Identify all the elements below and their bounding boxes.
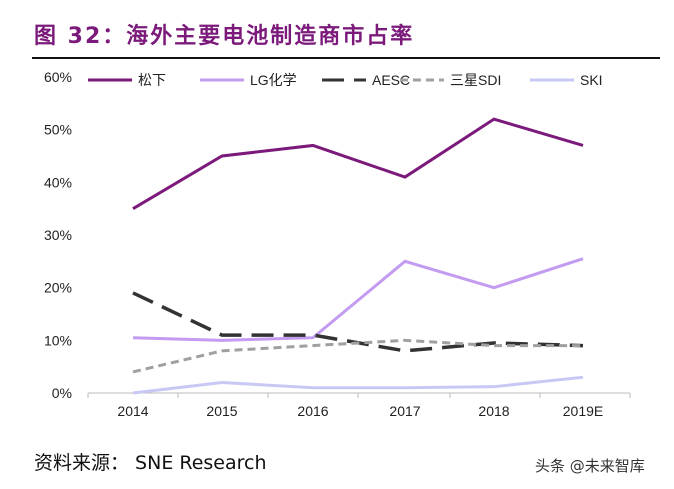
- y-tick-label: 60%: [44, 69, 72, 85]
- line-chart: 0% 10% 20% 30% 40% 50% 60% 2014 2015 2016 2017 2018…: [44, 69, 631, 419]
- legend-label: 三星SDI: [450, 72, 501, 88]
- x-tick-label: 2014: [117, 403, 148, 419]
- source-note: 资料来源： SNE Research: [34, 452, 267, 474]
- figure-title: 图 32：海外主要电池制造商市占率: [34, 24, 415, 49]
- x-tick-label: 2018: [478, 403, 509, 419]
- x-tick-label: 2017: [389, 403, 420, 419]
- x-tick-label: 2016: [297, 403, 328, 419]
- legend-label: AESC: [372, 72, 410, 88]
- y-tick-label: 30%: [44, 227, 72, 243]
- series-line-3: [132, 338, 583, 374]
- title-divider: [32, 57, 660, 59]
- x-tick-label: 2019E: [563, 403, 603, 419]
- y-tick-label: 20%: [44, 280, 72, 296]
- series-line-4: [132, 375, 584, 395]
- x-tick-label: 2015: [206, 403, 237, 419]
- legend-label: SKI: [580, 72, 603, 88]
- y-tick-label: 50%: [44, 122, 72, 138]
- y-tick-label: 40%: [44, 174, 72, 190]
- series-line-0: [132, 117, 584, 210]
- legend-label: LG化学: [250, 72, 297, 88]
- y-tick-label: 10%: [44, 332, 72, 348]
- watermark: 头条 @未来智库: [535, 457, 645, 475]
- y-tick-label: 0%: [52, 385, 72, 401]
- legend-label: 松下: [138, 72, 166, 88]
- series-line-1: [132, 257, 584, 342]
